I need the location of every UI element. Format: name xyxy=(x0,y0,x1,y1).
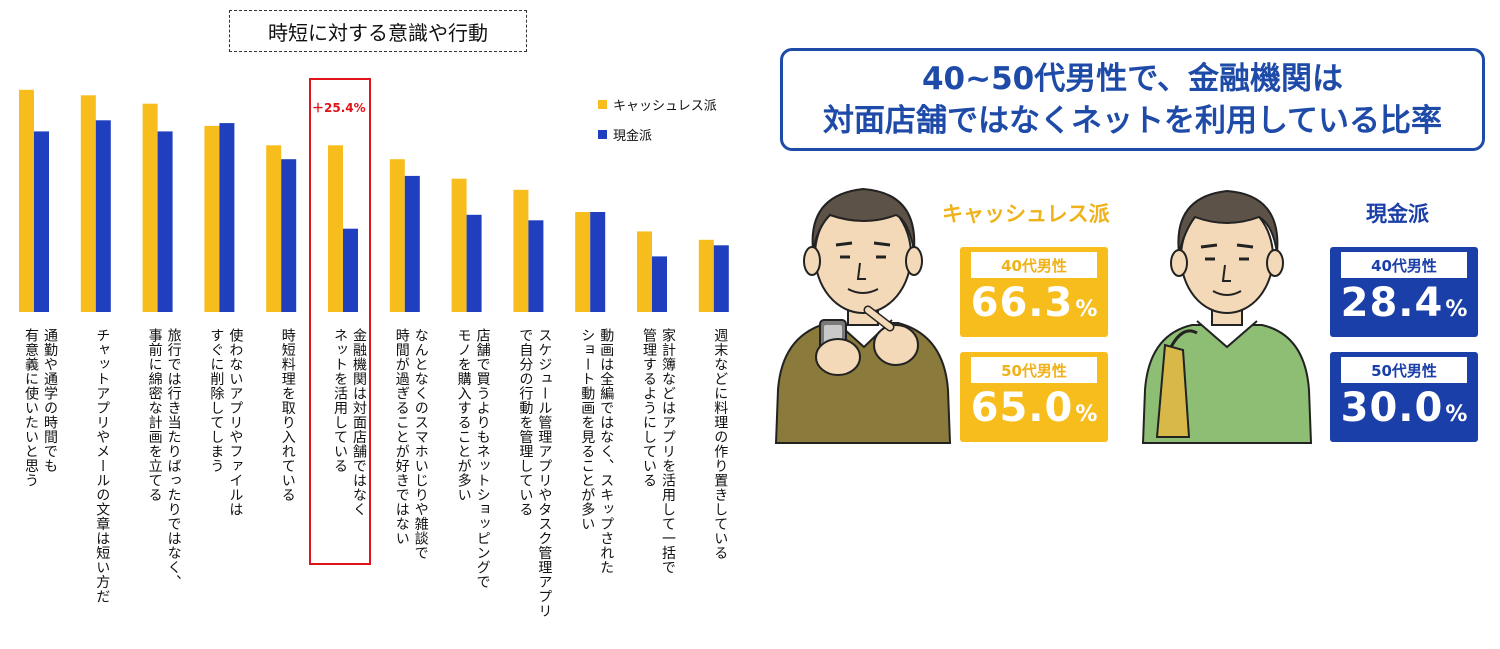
bar-cash-7 xyxy=(466,214,482,312)
bar-chart xyxy=(19,89,729,313)
bar-cash-10 xyxy=(652,256,667,312)
cashless-40s-unit: % xyxy=(1075,297,1098,322)
cash-man-illustration xyxy=(1141,189,1313,444)
legend-cash-label: 現金派 xyxy=(613,129,653,144)
cash-50s-unit: % xyxy=(1445,402,1468,427)
cashless-40s-label: 40代男性 xyxy=(971,252,1097,278)
cashless-group-title: キャッシュレス派 xyxy=(942,202,1110,226)
infographic-title-line2: 対面店舗ではなくネットを利用している比率 xyxy=(822,102,1443,139)
bar-cash-9 xyxy=(590,212,606,312)
bar-cashless-9 xyxy=(575,212,591,312)
category-label-0: 通勤や通学の時間でも 有意義に使いたいと思う xyxy=(23,328,58,488)
category-label-7: 店舗で買うよりもネットショッピングで モノを購入することが多い xyxy=(455,328,491,589)
category-label-4: 時短料理を取り入れている xyxy=(279,328,296,502)
bar-cashless-4 xyxy=(266,145,282,312)
cash-40s-card: 40代男性 28.4 % xyxy=(1330,247,1478,337)
bar-cashless-0 xyxy=(19,89,34,312)
cashless-50s-label: 50代男性 xyxy=(971,357,1097,383)
cash-50s-value-box: 30.0 % xyxy=(1330,385,1478,442)
legend-cash: 現金派 xyxy=(598,125,652,144)
bar-cashless-11 xyxy=(698,239,714,312)
highlight-box xyxy=(309,78,371,565)
category-label-1: チャットアプリやメールの文章は短い方だ xyxy=(94,328,111,604)
chart-title: 時短に対する意識や行動 xyxy=(229,10,527,52)
legend-cashless-swatch xyxy=(598,100,607,109)
bar-cashless-6 xyxy=(389,159,405,312)
cash-50s-card: 50代男性 30.0 % xyxy=(1330,352,1478,442)
category-label-8: スケジュール管理アプリやタスク管理アプリ で自分の行動を管理している xyxy=(517,328,553,618)
bar-cashless-10 xyxy=(637,231,652,312)
bar-cash-8 xyxy=(528,220,544,312)
cash-40s-value: 28.4 xyxy=(1340,280,1444,326)
bar-cash-3 xyxy=(219,123,235,312)
bar-cash-0 xyxy=(34,131,49,312)
cashless-40s-value-box: 66.3 % xyxy=(960,280,1108,337)
bar-cashless-5 xyxy=(328,145,343,312)
legend-cashless-label: キャッシュレス派 xyxy=(613,99,717,114)
bar-cashless-8 xyxy=(513,189,529,312)
cashless-50s-value: 65.0 xyxy=(970,385,1074,431)
cash-group-title: 現金派 xyxy=(1366,202,1429,226)
legend-cash-swatch xyxy=(598,130,607,139)
bar-cash-5 xyxy=(343,228,358,312)
category-label-6: なんとなくのスマホいじりや雑談で 時間が過ぎることが好きではない xyxy=(393,328,429,560)
bar-cash-11 xyxy=(713,245,729,312)
bar-cashless-3 xyxy=(204,125,220,313)
chart-title-text: 時短に対する意識や行動 xyxy=(268,20,488,45)
bar-cash-4 xyxy=(281,159,297,312)
cashless-50s-value-box: 65.0 % xyxy=(960,385,1108,442)
legend-cashless: キャッシュレス派 xyxy=(598,95,717,114)
cashless-50s-card: 50代男性 65.0 % xyxy=(960,352,1108,442)
bar-cash-6 xyxy=(404,175,420,312)
cashless-40s-card: 40代男性 66.3 % xyxy=(960,247,1108,337)
bar-cashless-2 xyxy=(142,103,158,312)
infographic-title-line1: 40~50代男性で、金融機関は xyxy=(921,60,1343,97)
cash-50s-label: 50代男性 xyxy=(1341,357,1467,383)
bar-cashless-7 xyxy=(451,178,467,312)
cashless-40s-value: 66.3 xyxy=(970,280,1074,326)
cashless-man-illustration xyxy=(774,187,952,444)
category-label-5: 金融機関は対面店舗ではなく ネットを活用している xyxy=(332,328,367,517)
highlight-annotation: ＋25.4% xyxy=(312,101,366,115)
cash-40s-value-box: 28.4 % xyxy=(1330,280,1478,337)
bar-cash-2 xyxy=(157,131,173,312)
cash-40s-label: 40代男性 xyxy=(1341,252,1467,278)
category-label-9: 動画は全編ではなく、スキップされた ショート動画を見ることが多い xyxy=(579,328,615,575)
bar-cashless-1 xyxy=(80,95,96,312)
cash-50s-value: 30.0 xyxy=(1340,385,1444,431)
infographic-title: 40~50代男性で、金融機関は 対面店舗ではなくネットを利用している比率 xyxy=(780,48,1485,151)
category-label-3: 使わないアプリやファイルは すぐに削除してしまう xyxy=(208,328,244,517)
bar-cash-1 xyxy=(95,120,111,312)
category-label-11: 週末などに料理の作り置きしている xyxy=(712,328,729,560)
cash-40s-unit: % xyxy=(1445,297,1468,322)
category-label-10: 家計簿などはアプリを活用して一括で 管理するようにしている xyxy=(641,328,676,575)
category-label-2: 旅行では行き当たりばったりではなく、 事前に綿密な計画を立てる xyxy=(146,328,182,589)
cashless-50s-unit: % xyxy=(1075,402,1098,427)
